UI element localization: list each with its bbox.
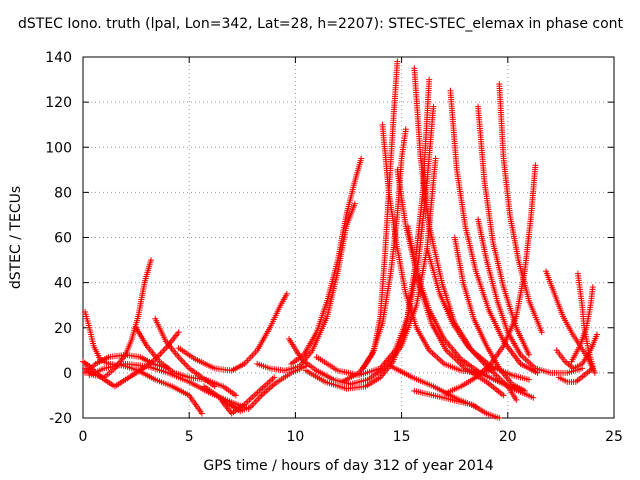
y-tick-label: -20 [49, 411, 72, 427]
data-series [80, 58, 600, 421]
x-tick-label: 10 [286, 429, 304, 445]
y-tick-label: 20 [54, 321, 72, 337]
y-tick-label: 80 [54, 185, 72, 201]
series-15 [313, 103, 437, 379]
series-markers [574, 270, 596, 370]
series-markers [475, 216, 586, 376]
series-5 [82, 309, 205, 417]
y-tick-label: 0 [63, 366, 72, 382]
series-10 [218, 374, 278, 417]
series-markers [313, 103, 437, 379]
series-markers [152, 315, 218, 390]
series-markers [424, 245, 520, 403]
series-markers [288, 155, 365, 367]
chart-title-text: dSTEC Iono. truth (lpal, Lon=342, Lat=28… [18, 16, 624, 32]
series-markers [388, 363, 479, 410]
x-tick-label: 5 [185, 429, 194, 445]
series-14 [303, 76, 433, 392]
y-tick-label: 120 [45, 95, 72, 111]
series-29 [388, 363, 479, 410]
y-tick-label: 60 [54, 231, 72, 247]
series-28 [411, 387, 503, 421]
series-31 [543, 268, 598, 376]
x-tick-label: 25 [605, 429, 623, 445]
grid-lines [83, 57, 614, 418]
series-markers [555, 365, 596, 385]
chart-title: dSTEC Iono. truth (lpal, Lon=342, Lat=28… [18, 16, 624, 32]
y-tick-label: 140 [45, 50, 72, 66]
series-markers [543, 268, 598, 376]
y-tick-label: 100 [45, 140, 72, 156]
series-markers [475, 103, 532, 358]
series-12 [288, 155, 365, 367]
series-23 [447, 87, 541, 376]
series-markers [553, 331, 600, 372]
series-markers [175, 290, 290, 374]
series-2 [82, 257, 154, 381]
series-7 [152, 315, 218, 390]
series-markers [405, 223, 507, 399]
series-markers [82, 257, 154, 381]
series-markers [447, 87, 541, 376]
series-32 [553, 331, 600, 372]
series-34 [555, 365, 596, 385]
series-24 [475, 103, 532, 358]
series-markers [411, 387, 503, 421]
x-tick-label: 0 [79, 429, 88, 445]
axis-ticks: 0 5 10 15 20 25 -20 0 20 40 60 80 100 120 140 [45, 50, 623, 445]
series-markers [303, 76, 433, 392]
y-tick-label: 40 [54, 276, 72, 292]
x-axis-label: GPS time / hours of day 312 of year 2014 [203, 458, 493, 474]
series-35 [574, 270, 596, 370]
plot-area-frame [82, 56, 615, 419]
series-markers [451, 234, 528, 394]
series-26 [451, 234, 528, 394]
series-22 [424, 245, 520, 403]
x-tick-label: 20 [499, 429, 517, 445]
series-21 [405, 223, 507, 399]
series-30 [475, 216, 586, 376]
series-markers [218, 374, 278, 417]
y-axis-label: dSTEC / TECUs [8, 186, 24, 289]
series-8 [175, 290, 290, 374]
series-markers [82, 309, 205, 417]
x-tick-label: 15 [393, 429, 411, 445]
